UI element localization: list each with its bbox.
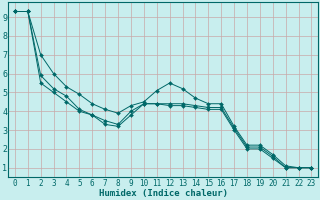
X-axis label: Humidex (Indice chaleur): Humidex (Indice chaleur) [99, 189, 228, 198]
